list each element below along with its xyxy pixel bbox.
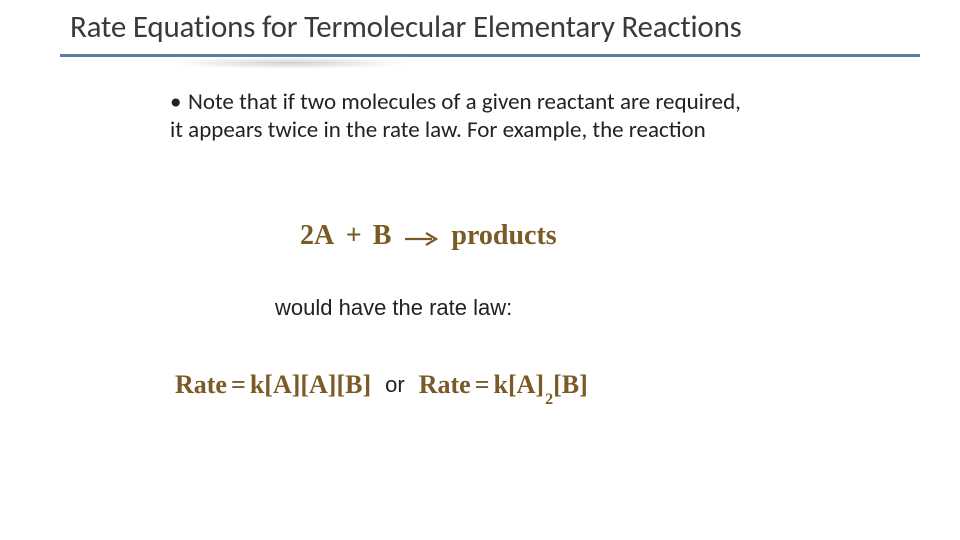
coef-2: 2	[300, 220, 314, 251]
rate-label-1: Rate	[175, 370, 227, 400]
species-a: A	[314, 220, 335, 251]
rate-law-row: Rate=k[A][A][B] or Rate=k[A]2[B]	[175, 370, 588, 400]
plus-sign: +	[346, 220, 362, 251]
middle-text: would have the rate law:	[275, 295, 512, 321]
equals-1: =	[231, 370, 246, 400]
a-bracket-3: [A]	[508, 370, 544, 400]
b-bracket-1: [B]	[336, 370, 371, 400]
underline-shadow	[170, 57, 410, 69]
b-bracket-2: [B]	[553, 370, 588, 400]
slide-title: Rate Equations for Termolecular Elementa…	[70, 8, 930, 46]
rate-label-2: Rate	[419, 370, 471, 400]
body-bullet: •Note that if two molecules of a given r…	[170, 88, 750, 144]
title-underline	[60, 54, 920, 57]
k-1: k	[250, 370, 264, 400]
equals-2: =	[475, 370, 490, 400]
a-bracket-1: [A]	[264, 370, 300, 400]
reaction-arrow-icon	[404, 222, 438, 254]
a-bracket-2: [A]	[300, 370, 336, 400]
slide: Rate Equations for Termolecular Elementa…	[0, 0, 960, 540]
bullet-marker: •	[170, 88, 188, 116]
k-2: k	[494, 370, 508, 400]
reaction-equation: 2A + B products	[300, 220, 557, 254]
bullet-text: Note that if two molecules of a given re…	[170, 88, 741, 144]
products-text: products	[451, 220, 556, 251]
species-b: B	[373, 220, 392, 251]
title-wrap: Rate Equations for Termolecular Elementa…	[70, 8, 930, 46]
or-text: or	[385, 372, 405, 398]
